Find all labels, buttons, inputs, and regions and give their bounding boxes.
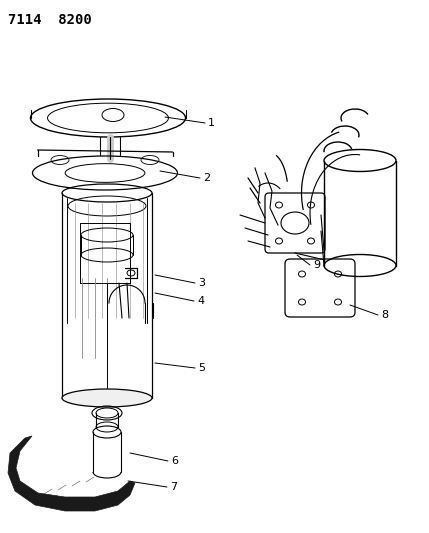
Text: 1: 1 bbox=[208, 118, 215, 128]
Text: 4: 4 bbox=[197, 296, 204, 306]
Text: 5: 5 bbox=[198, 363, 205, 373]
Text: 8: 8 bbox=[381, 310, 388, 320]
Polygon shape bbox=[8, 436, 135, 511]
Text: 7: 7 bbox=[170, 482, 177, 492]
Text: 2: 2 bbox=[203, 173, 210, 183]
Text: 7114  8200: 7114 8200 bbox=[8, 13, 92, 27]
Text: 9: 9 bbox=[313, 260, 320, 270]
Text: 3: 3 bbox=[198, 278, 205, 288]
Text: 6: 6 bbox=[171, 456, 178, 466]
Ellipse shape bbox=[62, 389, 152, 407]
